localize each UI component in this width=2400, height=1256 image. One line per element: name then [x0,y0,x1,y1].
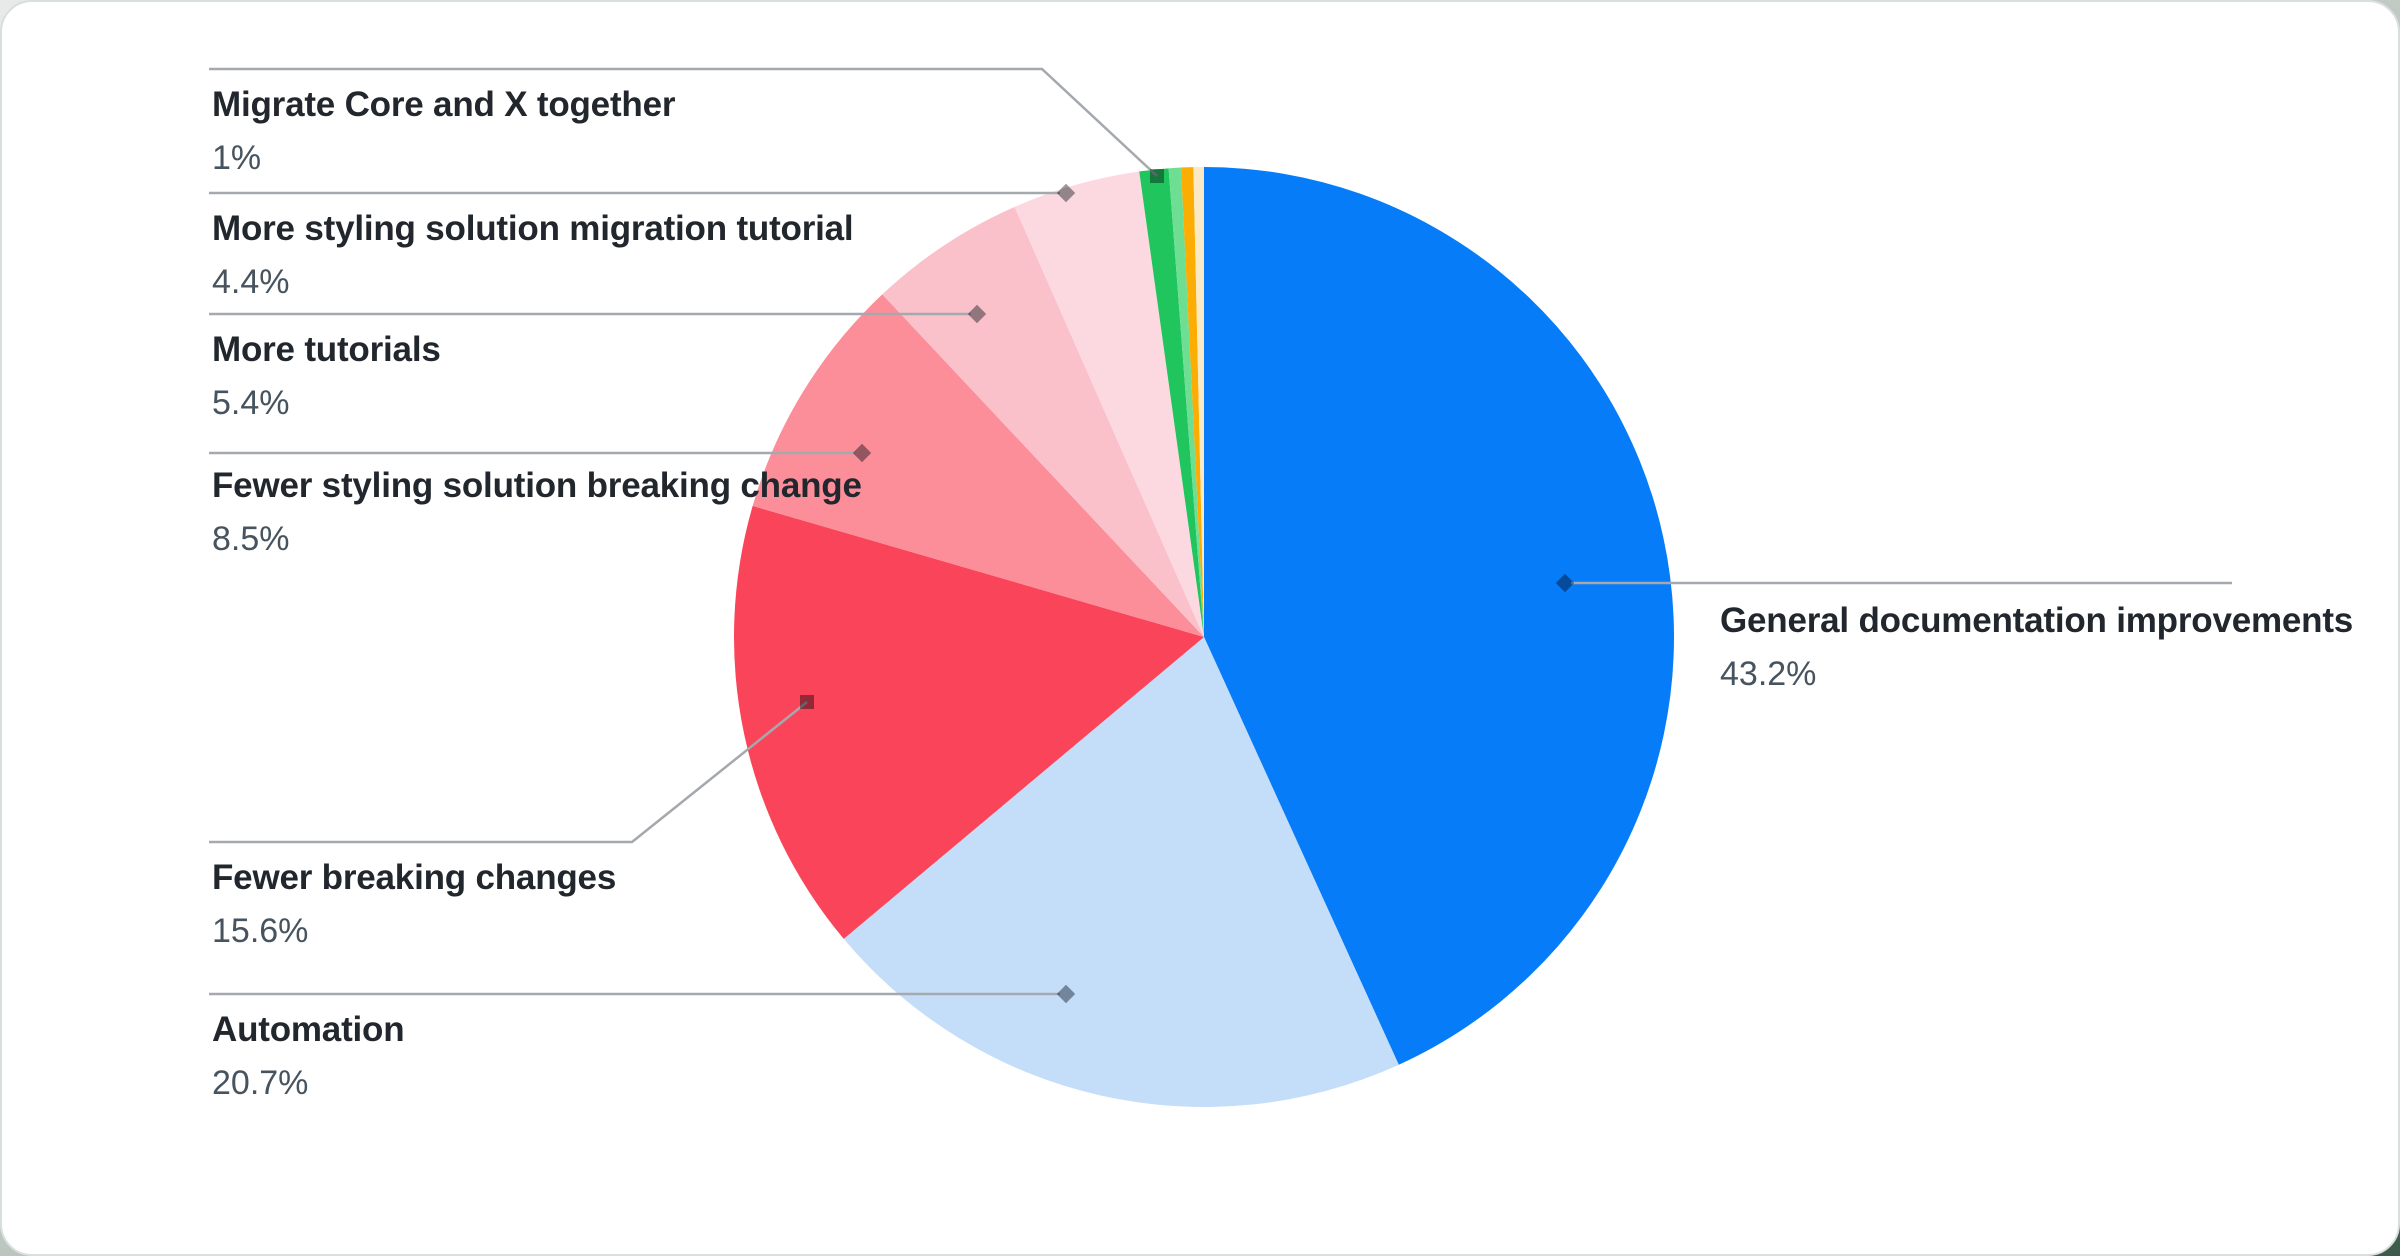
pie-slice-fewer-styling-solution-breaking-change[interactable] [752,294,1204,637]
callout-general-docs: General documentation improvements 43.2% [1720,601,2354,693]
callout-label: More tutorials [212,330,441,369]
callout-pct: 43.2% [1720,654,1817,693]
pie-slice-general-documentation-improvements[interactable] [1204,167,1675,1065]
pie-slice-automation[interactable] [843,637,1399,1108]
callout-pct: 5.4% [212,383,290,422]
callout-label: Migrate Core and X together [212,85,676,124]
callout-fewer-styling: Fewer styling solution breaking change 8… [212,466,862,558]
pie-slice-more-styling-solution-migration-tutorial[interactable] [1014,171,1204,638]
callout-migrate-core: Migrate Core and X together 1% [212,85,676,177]
callout-marker-diamond-more-styling [1056,183,1076,203]
leader-lines [209,67,2232,996]
pie-slice-fewer-breaking-changes[interactable] [733,505,1204,939]
callout-marker-diamond-general-docs [1555,573,1575,593]
leader-line-migrate-core [209,67,1158,177]
callout-pct: 4.4% [212,262,290,301]
pie-slice-migrate-core-and-x-together[interactable] [1139,168,1204,637]
callout-pct: 1% [212,138,262,177]
callout-label: More styling solution migration tutorial [212,209,854,248]
callout-label: Automation [212,1010,405,1049]
pie-slice-unlabeled-8[interactable] [1180,167,1204,637]
callout-pct: 8.5% [212,519,290,558]
callout-label: Fewer breaking changes [212,858,617,897]
callout-label: Fewer styling solution breaking change [212,466,862,505]
leader-line-fewer-breaking [209,701,808,844]
pie-slice-unlabeled-9[interactable] [1193,167,1204,637]
leader-markers [800,169,1575,1004]
callout-more-styling: More styling solution migration tutorial… [212,209,854,301]
callout-marker-diamond-automation [1056,984,1076,1004]
callout-fewer-breaking: Fewer breaking changes 15.6% [212,858,617,950]
pie-slice-unlabeled-7[interactable] [1168,167,1204,637]
callout-more-tutorials: More tutorials 5.4% [212,330,441,422]
callout-label: General documentation improvements [1720,601,2354,640]
callout-pct: 15.6% [212,911,309,950]
pie-slices [733,167,1675,1108]
callout-pct: 20.7% [212,1063,309,1102]
callout-automation: Automation 20.7% [212,1010,405,1102]
callout-marker-square-migrate-core [1150,169,1164,183]
callout-marker-square-fewer-breaking [800,695,814,709]
callout-marker-diamond-more-tutorials [967,304,987,324]
callout-marker-diamond-fewer-styling [852,443,872,463]
